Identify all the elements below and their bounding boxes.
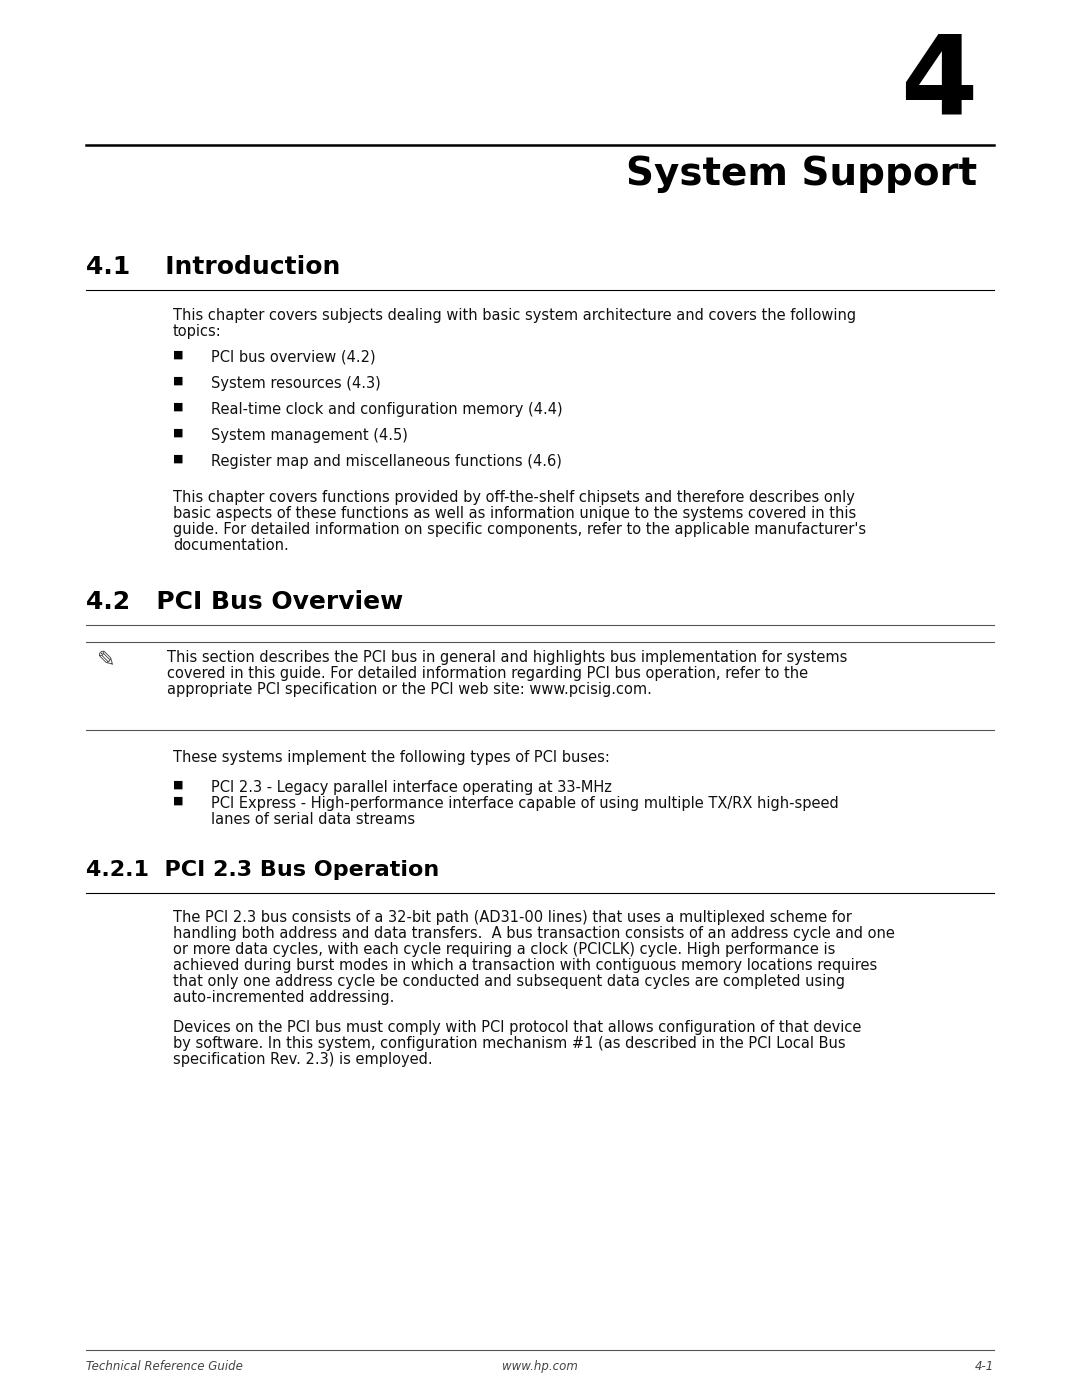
Text: System resources (4.3): System resources (4.3)	[211, 376, 380, 391]
Text: The PCI 2.3 bus consists of a 32-bit path (AD31-00 lines) that uses a multiplexe: The PCI 2.3 bus consists of a 32-bit pat…	[173, 909, 852, 925]
Text: Register map and miscellaneous functions (4.6): Register map and miscellaneous functions…	[211, 454, 562, 469]
Text: or more data cycles, with each cycle requiring a clock (PCICLK) cycle. High perf: or more data cycles, with each cycle req…	[173, 942, 835, 957]
Text: achieved during burst modes in which a transaction with contiguous memory locati: achieved during burst modes in which a t…	[173, 958, 877, 972]
Text: ■: ■	[173, 376, 184, 386]
Text: appropriate PCI specification or the PCI web site: www.pcisig.com.: appropriate PCI specification or the PCI…	[167, 682, 652, 697]
Text: 4.2   PCI Bus Overview: 4.2 PCI Bus Overview	[86, 590, 404, 615]
Text: guide. For detailed information on specific components, refer to the applicable : guide. For detailed information on speci…	[173, 522, 866, 536]
Text: Real-time clock and configuration memory (4.4): Real-time clock and configuration memory…	[211, 402, 563, 416]
Text: documentation.: documentation.	[173, 538, 288, 553]
Text: ■: ■	[173, 351, 184, 360]
Text: 4: 4	[900, 29, 977, 137]
Text: PCI Express - High-performance interface capable of using multiple TX/RX high-sp: PCI Express - High-performance interface…	[211, 796, 838, 812]
Text: ■: ■	[173, 454, 184, 464]
Text: Devices on the PCI bus must comply with PCI protocol that allows configuration o: Devices on the PCI bus must comply with …	[173, 1020, 861, 1035]
Text: 4-1: 4-1	[974, 1361, 994, 1373]
Text: basic aspects of these functions as well as information unique to the systems co: basic aspects of these functions as well…	[173, 506, 856, 521]
Text: lanes of serial data streams: lanes of serial data streams	[211, 812, 415, 827]
Text: specification Rev. 2.3) is employed.: specification Rev. 2.3) is employed.	[173, 1052, 432, 1067]
Text: www.hp.com: www.hp.com	[502, 1361, 578, 1373]
Text: System Support: System Support	[626, 155, 977, 193]
Text: 4.1    Introduction: 4.1 Introduction	[86, 256, 341, 279]
Text: topics:: topics:	[173, 324, 221, 339]
Text: handling both address and data transfers.  A bus transaction consists of an addr: handling both address and data transfers…	[173, 926, 894, 942]
Text: ✎: ✎	[97, 650, 116, 671]
Text: ■: ■	[173, 796, 184, 806]
Text: Technical Reference Guide: Technical Reference Guide	[86, 1361, 243, 1373]
Text: PCI bus overview (4.2): PCI bus overview (4.2)	[211, 351, 375, 365]
Text: These systems implement the following types of PCI buses:: These systems implement the following ty…	[173, 750, 610, 766]
Text: covered in this guide. For detailed information regarding PCI bus operation, ref: covered in this guide. For detailed info…	[167, 666, 809, 680]
Text: This section describes the PCI bus in general and highlights bus implementation : This section describes the PCI bus in ge…	[167, 650, 848, 665]
Text: ■: ■	[173, 780, 184, 789]
Text: by software. In this system, configuration mechanism #1 (as described in the PCI: by software. In this system, configurati…	[173, 1037, 846, 1051]
Text: System management (4.5): System management (4.5)	[211, 427, 407, 443]
Text: ■: ■	[173, 427, 184, 439]
Text: auto-incremented addressing.: auto-incremented addressing.	[173, 990, 394, 1004]
Text: that only one address cycle be conducted and subsequent data cycles are complete: that only one address cycle be conducted…	[173, 974, 845, 989]
Text: PCI 2.3 - Legacy parallel interface operating at 33-MHz: PCI 2.3 - Legacy parallel interface oper…	[211, 780, 611, 795]
Text: This chapter covers functions provided by off-the-shelf chipsets and therefore d: This chapter covers functions provided b…	[173, 490, 854, 504]
Text: 4.2.1  PCI 2.3 Bus Operation: 4.2.1 PCI 2.3 Bus Operation	[86, 861, 440, 880]
Text: This chapter covers subjects dealing with basic system architecture and covers t: This chapter covers subjects dealing wit…	[173, 307, 856, 323]
Text: ■: ■	[173, 402, 184, 412]
